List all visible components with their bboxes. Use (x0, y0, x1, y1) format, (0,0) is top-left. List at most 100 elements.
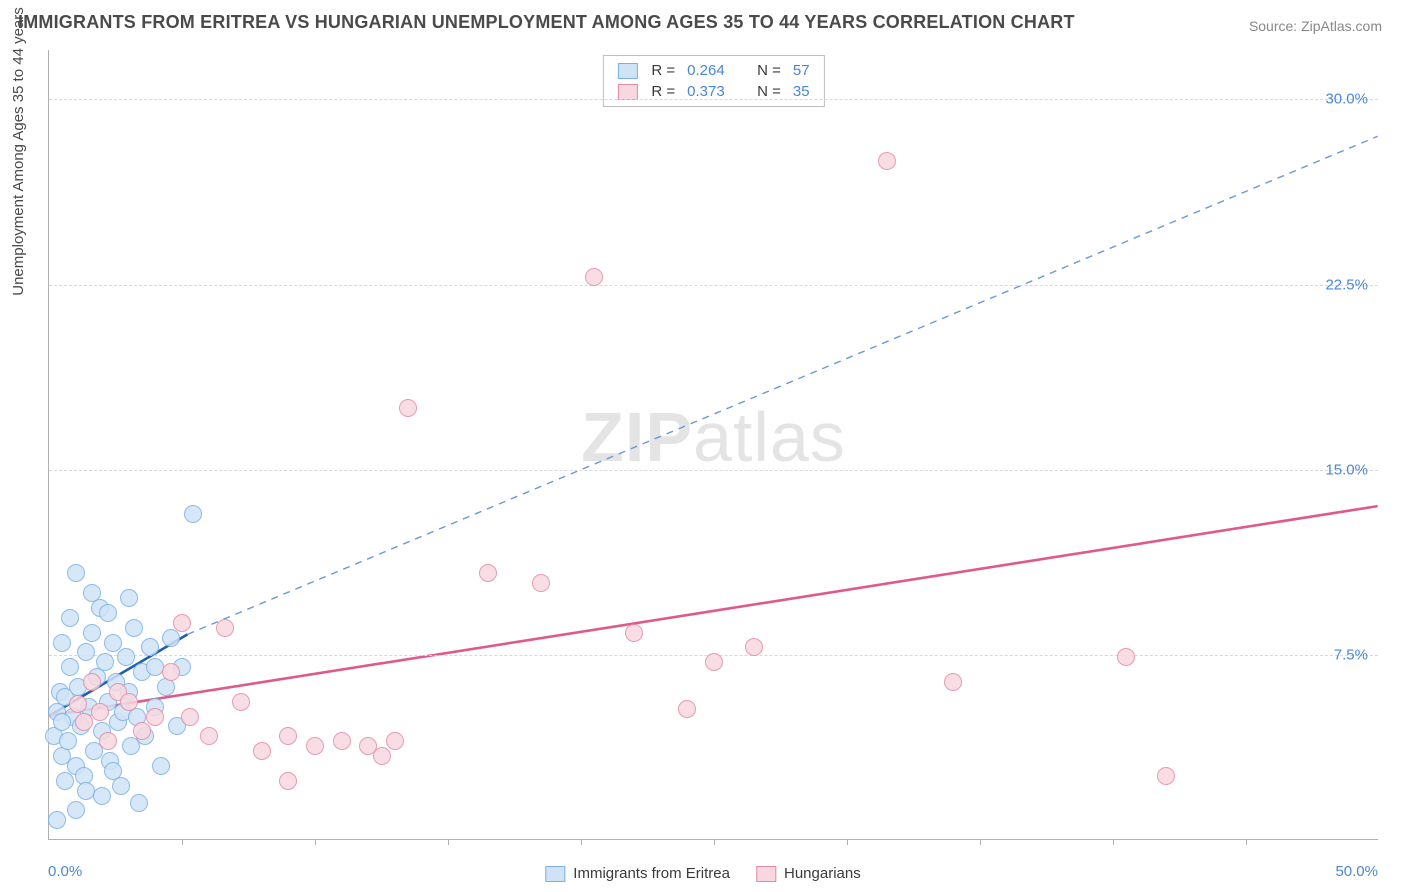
r-label: R = (651, 62, 675, 79)
trend-lines-layer (49, 50, 1378, 839)
data-point (53, 713, 71, 731)
y-tick-label: 15.0% (1325, 461, 1368, 478)
data-point (104, 762, 122, 780)
r-value: 0.373 (687, 83, 737, 100)
data-point (878, 152, 896, 170)
correlation-legend-row: R = 0.264 N = 57 (603, 60, 823, 81)
x-tick (980, 839, 981, 845)
data-point (53, 634, 71, 652)
data-point (104, 634, 122, 652)
data-point (216, 619, 234, 637)
data-point (67, 801, 85, 819)
chart-title: IMMIGRANTS FROM ERITREA VS HUNGARIAN UNE… (18, 12, 1075, 33)
gridline (49, 285, 1378, 286)
data-point (120, 693, 138, 711)
x-tick (714, 839, 715, 845)
data-point (1117, 648, 1135, 666)
data-point (162, 663, 180, 681)
data-point (173, 614, 191, 632)
source-value: ZipAtlas.com (1301, 18, 1382, 34)
data-point (125, 619, 143, 637)
data-point (1157, 767, 1175, 785)
data-point (279, 727, 297, 745)
data-point (162, 629, 180, 647)
watermark-atlas: atlas (693, 398, 846, 476)
data-point (83, 624, 101, 642)
data-point (117, 648, 135, 666)
watermark-zip: ZIP (581, 398, 693, 476)
n-label: N = (757, 83, 781, 100)
data-point (333, 732, 351, 750)
series-legend-item: Hungarians (756, 865, 861, 882)
y-axis-title: Unemployment Among Ages 35 to 44 years (10, 7, 27, 296)
data-point (91, 703, 109, 721)
x-tick (581, 839, 582, 845)
data-point (83, 584, 101, 602)
x-tick (1246, 839, 1247, 845)
r-label: R = (651, 83, 675, 100)
source-label: Source: (1249, 18, 1297, 34)
data-point (678, 700, 696, 718)
data-point (83, 673, 101, 691)
data-point (133, 722, 151, 740)
data-point (99, 732, 117, 750)
data-point (77, 643, 95, 661)
x-axis-min-label: 0.0% (48, 863, 82, 880)
x-tick (1113, 839, 1114, 845)
x-tick (448, 839, 449, 845)
data-point (253, 742, 271, 760)
series-label: Immigrants from Eritrea (573, 865, 730, 882)
data-point (532, 574, 550, 592)
data-point (306, 737, 324, 755)
plot-area: ZIPatlas R = 0.264 N = 57 R = 0.373 N = 35 7.5%… (48, 50, 1378, 840)
data-point (130, 794, 148, 812)
n-label: N = (757, 62, 781, 79)
data-point (61, 658, 79, 676)
data-point (200, 727, 218, 745)
data-point (152, 757, 170, 775)
data-point (75, 713, 93, 731)
x-axis-max-label: 50.0% (1335, 863, 1378, 880)
x-tick (182, 839, 183, 845)
data-point (399, 399, 417, 417)
data-point (56, 772, 74, 790)
r-value: 0.264 (687, 62, 737, 79)
data-point (59, 732, 77, 750)
data-point (232, 693, 250, 711)
n-value: 57 (793, 62, 810, 79)
trend-line (187, 136, 1377, 634)
data-point (479, 564, 497, 582)
data-point (120, 589, 138, 607)
legend-swatch (545, 866, 565, 882)
gridline (49, 470, 1378, 471)
data-point (93, 787, 111, 805)
x-tick (315, 839, 316, 845)
n-value: 35 (793, 83, 810, 100)
y-tick-label: 7.5% (1334, 646, 1368, 663)
series-legend-item: Immigrants from Eritrea (545, 865, 730, 882)
data-point (61, 609, 79, 627)
data-point (99, 604, 117, 622)
data-point (585, 268, 603, 286)
data-point (181, 708, 199, 726)
data-point (386, 732, 404, 750)
data-point (359, 737, 377, 755)
y-tick-label: 22.5% (1325, 276, 1368, 293)
source-attribution: Source: ZipAtlas.com (1249, 18, 1382, 34)
data-point (625, 624, 643, 642)
data-point (184, 505, 202, 523)
series-label: Hungarians (784, 865, 861, 882)
data-point (745, 638, 763, 656)
series-legend: Immigrants from Eritrea Hungarians (545, 865, 860, 882)
y-tick-label: 30.0% (1325, 91, 1368, 108)
data-point (705, 653, 723, 671)
data-point (67, 564, 85, 582)
trend-line (49, 506, 1377, 716)
watermark: ZIPatlas (581, 397, 846, 477)
data-point (48, 811, 66, 829)
data-point (141, 638, 159, 656)
legend-swatch (756, 866, 776, 882)
data-point (146, 708, 164, 726)
legend-swatch (617, 63, 637, 79)
data-point (279, 772, 297, 790)
